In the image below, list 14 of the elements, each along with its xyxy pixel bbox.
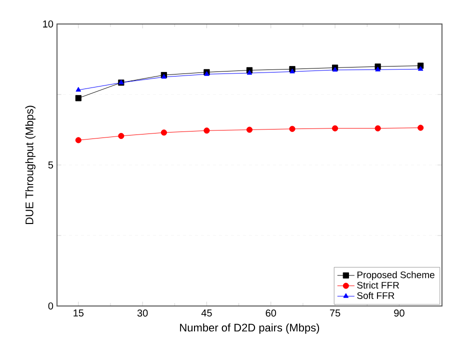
legend-label: Strict FFR [357, 282, 400, 289]
legend-label: Proposed Scheme [357, 271, 434, 280]
y-tick-label: 0 [48, 302, 54, 310]
x-tick-label: 30 [137, 310, 148, 317]
x-tick-label: 60 [266, 310, 276, 317]
x-axis-title: Number of D2D pairs (Mbps) [180, 323, 320, 334]
x-tick-label: 15 [74, 310, 84, 316]
x-tick-label: 45 [201, 310, 212, 316]
x-tick-label: 90 [394, 310, 404, 317]
y-axis-title: DUE Throughput (Mbps) [25, 106, 36, 224]
y-tick-label: 5 [48, 162, 54, 168]
x-tick-label: 75 [330, 310, 340, 316]
legend-label: Soft FFR [357, 292, 394, 299]
y-tick-label: 10 [43, 20, 54, 28]
